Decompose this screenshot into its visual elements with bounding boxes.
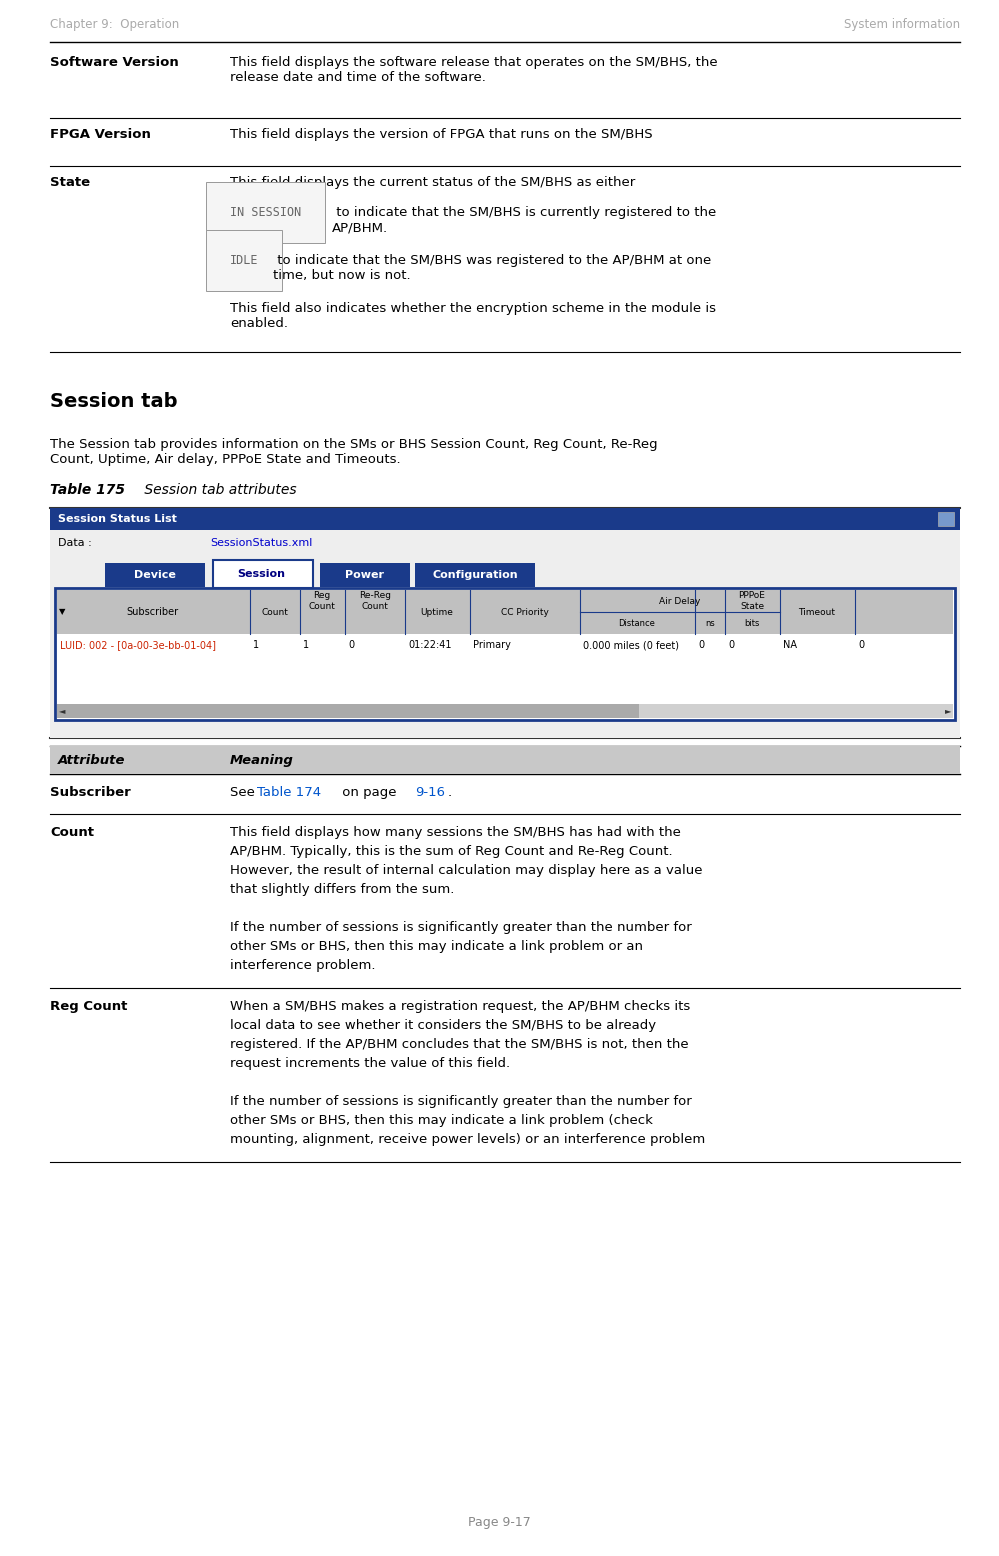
Text: .: . [448, 786, 453, 798]
Text: Distance: Distance [618, 618, 655, 627]
Text: ►: ► [945, 706, 951, 716]
Text: Software Version: Software Version [50, 56, 179, 68]
Text: Attribute: Attribute [58, 753, 126, 767]
Bar [213, 560, 313, 588]
Bar [105, 563, 205, 587]
Text: 0: 0 [698, 640, 704, 650]
Bar [50, 507, 960, 531]
Text: Reg Count: Reg Count [50, 1001, 128, 1013]
Text: Air Delay: Air Delay [659, 596, 700, 605]
Text: to indicate that the SM/BHS is currently registered to the
AP/BHM.: to indicate that the SM/BHS is currently… [332, 205, 716, 233]
Text: IN SESSION: IN SESSION [230, 205, 302, 219]
Text: This field also indicates whether the encryption scheme in the module is
enabled: This field also indicates whether the en… [230, 302, 716, 330]
Text: This field displays the current status of the SM/BHS as either: This field displays the current status o… [230, 176, 635, 188]
Bar [50, 531, 960, 738]
Bar [938, 512, 954, 526]
Text: to indicate that the SM/BHS was registered to the AP/BHM at one
time, but now is: to indicate that the SM/BHS was register… [273, 254, 711, 282]
Text: Session: Session [237, 569, 285, 579]
Text: This field displays the software release that operates on the SM/BHS, the
releas: This field displays the software release… [230, 56, 717, 84]
Bar [55, 588, 955, 720]
Text: Data :: Data : [58, 538, 92, 548]
Text: bits: bits [744, 618, 759, 627]
Text: Count: Count [50, 826, 94, 839]
Text: ◄: ◄ [59, 706, 66, 716]
Text: 0.000 miles (0 feet): 0.000 miles (0 feet) [583, 640, 679, 650]
Text: 0: 0 [348, 640, 354, 650]
Text: 01:22:41: 01:22:41 [408, 640, 452, 650]
Text: The Session tab provides information on the SMs or BHS Session Count, Reg Count,: The Session tab provides information on … [50, 437, 657, 465]
Text: 0: 0 [858, 640, 864, 650]
Text: PPPoE
State: PPPoE State [738, 591, 765, 610]
Text: FPGA Version: FPGA Version [50, 128, 151, 142]
Bar [320, 563, 410, 587]
Text: Count: Count [262, 607, 289, 616]
Text: ▼: ▼ [59, 607, 66, 616]
Text: IDLE: IDLE [230, 254, 259, 268]
Bar [57, 590, 953, 633]
Bar [415, 563, 535, 587]
Bar [57, 703, 639, 717]
Text: Re-Reg
Count: Re-Reg Count [359, 591, 391, 610]
Text: LUID: 002 - [0a-00-3e-bb-01-04]: LUID: 002 - [0a-00-3e-bb-01-04] [60, 640, 216, 650]
Text: 1: 1 [253, 640, 259, 650]
Text: 9-16: 9-16 [415, 786, 445, 798]
Text: Meaning: Meaning [230, 753, 294, 767]
Bar [50, 745, 960, 773]
Text: Session tab attributes: Session tab attributes [140, 482, 297, 496]
Text: Reg
Count: Reg Count [309, 591, 336, 610]
Text: System information: System information [844, 19, 960, 31]
Text: CC Priority: CC Priority [501, 607, 548, 616]
Text: Table 175: Table 175 [50, 482, 125, 496]
Text: Primary: Primary [473, 640, 510, 650]
Text: ns: ns [705, 618, 715, 627]
Text: Configuration: Configuration [433, 569, 517, 580]
Text: Timeout: Timeout [798, 607, 835, 616]
Text: Subscriber: Subscriber [126, 607, 178, 618]
Text: This field displays how many sessions the SM/BHS has had with the
AP/BHM. Typica: This field displays how many sessions th… [230, 826, 702, 972]
Text: SessionStatus.xml: SessionStatus.xml [210, 538, 313, 548]
Text: Session Status List: Session Status List [58, 513, 177, 524]
Text: When a SM/BHS makes a registration request, the AP/BHM checks its
local data to : When a SM/BHS makes a registration reque… [230, 1001, 705, 1147]
Text: Chapter 9:  Operation: Chapter 9: Operation [50, 19, 179, 31]
Text: NA: NA [783, 640, 797, 650]
Text: State: State [50, 176, 90, 188]
Text: Power: Power [346, 569, 385, 580]
Text: 1: 1 [303, 640, 309, 650]
Text: See: See [230, 786, 259, 798]
Bar [57, 703, 953, 717]
Text: Subscriber: Subscriber [50, 786, 131, 798]
Text: Page 9-17: Page 9-17 [469, 1516, 530, 1530]
Text: Device: Device [134, 569, 176, 580]
Text: on page: on page [338, 786, 401, 798]
Text: Uptime: Uptime [421, 607, 454, 616]
Text: 0: 0 [728, 640, 734, 650]
Text: This field displays the version of FPGA that runs on the SM/BHS: This field displays the version of FPGA … [230, 128, 652, 142]
Text: Table 174: Table 174 [257, 786, 321, 798]
Text: Session tab: Session tab [50, 392, 178, 411]
